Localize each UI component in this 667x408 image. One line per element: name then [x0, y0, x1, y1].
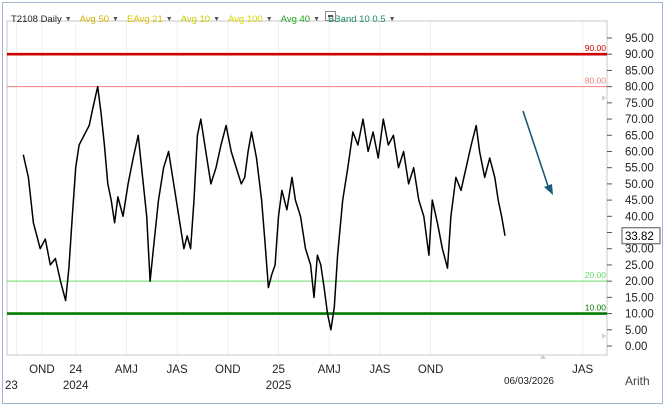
last-value-label: 33.82 [625, 231, 654, 243]
y-tick-label: 0.00 [625, 341, 647, 353]
reference-lines: 90.00 80.00 20.00 10.00 [7, 43, 607, 315]
last-date-label: 06/03/2026 [504, 376, 554, 387]
y-tick-label: 70.00 [625, 114, 654, 126]
plot-border [6, 20, 608, 356]
y-tick-label: 90.00 [625, 49, 654, 61]
annotations [522, 95, 606, 359]
y-tick-label: 55.00 [625, 163, 654, 175]
indicator-label: Avg 50 [79, 13, 110, 25]
x-tick-label: JAS [167, 364, 188, 376]
chevron-down-icon: ▼ [112, 15, 119, 23]
indicator-avg40[interactable]: Avg 40 ▼ [281, 14, 320, 25]
y-tick-label: 65.00 [625, 130, 654, 142]
indicator-label: BBand 10 0.5 [328, 13, 386, 25]
y-tick-label: 85.00 [625, 65, 654, 77]
last-value-box [621, 227, 661, 245]
indicator-avg50[interactable]: Avg 50 ▼ [80, 14, 119, 25]
symbol-label: T2108 Daily [11, 13, 62, 25]
x-tick-label: OND [418, 364, 444, 376]
indicator-label: EAvg 21 [126, 13, 163, 25]
y-tick-label: 75.00 [625, 98, 654, 110]
indicator-bband[interactable]: BBand 10 0.5 ▼ [328, 14, 396, 25]
y-tick-label: 50.00 [625, 179, 654, 191]
y-tick-label: 30.00 [625, 244, 654, 256]
reference-line-label: 20.00 [585, 270, 607, 280]
x-axis[interactable]: 23 OND 24 2024 AMJ JAS OND 25 2025 AMJ JAS OND JAS 06… [5, 364, 650, 392]
chevron-down-icon: ▼ [213, 15, 221, 23]
x-tick-label: JAS [572, 364, 593, 376]
x-gridlines [16, 21, 584, 355]
scale-mode-label: Arith [625, 374, 650, 388]
y-tick-label: 15.00 [625, 292, 654, 304]
y-tick-label: 60.00 [625, 146, 654, 158]
x-tick-label: AMJ [115, 364, 138, 376]
x-tick-sublabel: 2024 [63, 380, 89, 392]
chevron-down-icon: ▼ [313, 15, 320, 23]
marker-right-icon [602, 333, 606, 339]
x-tick-label: JAS [369, 364, 390, 376]
x-tick-label: 23 [5, 380, 18, 392]
y-tick-label: 95.00 [625, 33, 654, 45]
trend-arrow-head [544, 184, 553, 195]
y-tick-label: 80.00 [625, 82, 654, 94]
symbol-selector[interactable]: T2108 Daily ▼ [11, 14, 72, 25]
scroll-up-icon [540, 354, 546, 359]
y-axis[interactable]: 0.005.0010.0015.0020.0025.0030.0035.0040… [607, 33, 661, 353]
chevron-down-icon: ▼ [388, 15, 396, 23]
marker-right-icon [602, 95, 606, 101]
indicator-avg100[interactable]: Avg 100 ▼ [228, 14, 273, 25]
chevron-down-icon: ▼ [165, 15, 173, 23]
series-line [22, 85, 506, 331]
reference-line-label: 10.00 [585, 303, 607, 313]
series-layer [22, 85, 506, 331]
x-tick-label: OND [29, 364, 55, 376]
y-tick-label: 45.00 [625, 195, 654, 207]
x-tick-label: OND [215, 364, 241, 376]
plot-frame [6, 20, 608, 356]
indicator-toolbar: T2108 Daily ▼ Avg 50 ▼ EAvg 21 ▼ Avg 10 … [11, 12, 404, 26]
trend-arrow-shaft [522, 110, 550, 190]
y-tick-label: 40.00 [625, 211, 654, 223]
y-tick-label: 5.00 [625, 325, 647, 337]
collapse-toolbar-button[interactable] [325, 11, 336, 21]
x-tick-label: 25 [272, 364, 285, 376]
indicator-label: Avg 40 [280, 13, 311, 25]
x-tick-sublabel: 2025 [266, 380, 292, 392]
indicator-eavg21[interactable]: EAvg 21 ▼ [127, 14, 173, 25]
y-tick-label: 20.00 [625, 276, 654, 288]
chart-canvas: 90.00 80.00 20.00 10.00 0.00 5.00 10.00 15.00 2… [5, 20, 661, 392]
chevron-down-icon: ▼ [64, 15, 72, 23]
indicator-avg10[interactable]: Avg 10 ▼ [181, 14, 220, 25]
y-tick-label: 10.00 [625, 309, 654, 321]
reference-line-label: 90.00 [585, 43, 607, 53]
reference-line-label: 80.00 [585, 76, 607, 86]
indicator-label: Avg 10 [180, 13, 211, 25]
x-tick-label: AMJ [318, 364, 341, 376]
indicator-label: Avg 100 [228, 13, 263, 25]
x-tick-label: 24 [69, 364, 82, 376]
chevron-down-icon: ▼ [265, 15, 273, 23]
y-tick-label: 25.00 [625, 260, 654, 272]
chart-window: 90.00 80.00 20.00 10.00 0.00 5.00 10.00 15.00 2… [2, 2, 663, 404]
